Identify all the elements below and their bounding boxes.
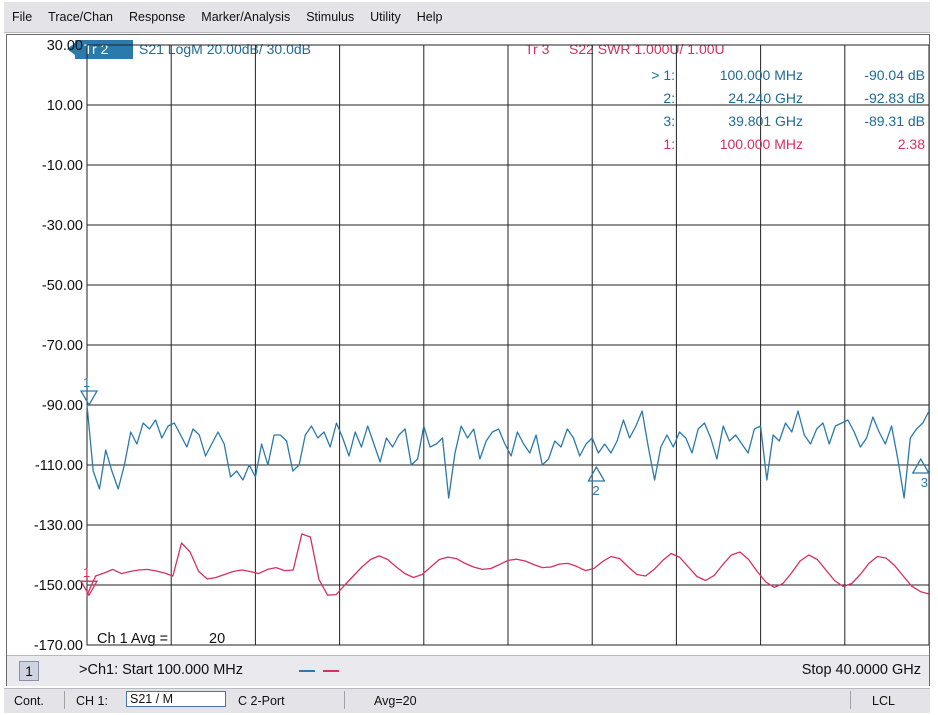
y-tick-label: -150.00 (34, 578, 83, 594)
marker-value: -89.31 dB (864, 113, 925, 129)
trace2-ref-arrow-icon (67, 43, 75, 55)
menu-file[interactable]: File (12, 10, 33, 24)
status-channel[interactable]: CH 1: (76, 694, 108, 708)
menu-help[interactable]: Help (416, 10, 443, 24)
status-measurement[interactable]: S21 / M (126, 691, 226, 707)
y-tick-label: -130.00 (34, 518, 83, 534)
marker-label: > 1: (651, 67, 675, 83)
channel-stop-frequency[interactable]: Stop 40.0000 GHz (801, 662, 921, 678)
marker-label: 3: (663, 113, 675, 129)
marker-label: 1: (663, 136, 675, 152)
trace-s22-line[interactable] (86, 533, 929, 596)
avg-label: Ch 1 Avg = (97, 631, 168, 647)
marker-3-s21-icon[interactable] (911, 457, 929, 474)
menu-marker-analysis[interactable]: Marker/Analysis (201, 10, 291, 24)
marker-1-s21-icon[interactable] (79, 390, 99, 407)
channel-start-frequency[interactable]: >Ch1: Start 100.000 MHz (79, 662, 244, 678)
marker-2-s21-icon[interactable] (587, 465, 606, 482)
marker-value: -90.04 dB (864, 67, 925, 83)
marker-1-s22-icon[interactable] (79, 580, 99, 597)
marker-stimulus[interactable]: 39.801 GHz (728, 113, 803, 129)
trace-plot[interactable]: Tr 2 S21 LogM 20.00dB/ 30.0dB Tr 3 S22 S… (7, 35, 929, 655)
marker-stimulus[interactable]: 100.000 MHz (720, 136, 803, 152)
plot-window: Tr 2 S21 LogM 20.00dB/ 30.0dB Tr 3 S22 S… (6, 34, 930, 686)
trace3-id-label[interactable]: Tr 3 (525, 41, 550, 57)
marker-value: -92.83 dB (864, 90, 925, 106)
menu-response[interactable]: Response (129, 10, 186, 24)
marker-tag-number: 3 (921, 475, 928, 490)
trace2-id-label[interactable]: Tr 2 (84, 41, 109, 57)
status-sweep-mode[interactable]: Cont. (14, 694, 44, 708)
y-axis-labels: 30.00 10.00 -10.00 -30.00 -50.00 -70.00 -90.00… (34, 38, 83, 654)
marker-tag-number: 1 (83, 375, 90, 390)
y-tick-label: 30.00 (47, 38, 83, 54)
marker-label: 2: (663, 90, 675, 106)
trace2-description[interactable]: S21 LogM 20.00dB/ 30.0dB (139, 41, 311, 57)
y-tick-label: -70.00 (42, 338, 83, 354)
marker-tag-number: 2 (592, 483, 599, 498)
marker-value: 2.38 (898, 136, 925, 152)
status-remote: LCL (872, 694, 895, 708)
y-tick-label: -50.00 (42, 278, 83, 294)
y-tick-label: 10.00 (47, 98, 83, 114)
status-divider (64, 691, 65, 709)
y-tick-label: -30.00 (42, 218, 83, 234)
status-bar: Cont. CH 1: S21 / M C 2-Port Avg=20 LCL (4, 688, 930, 713)
channel-number[interactable]: 1 (19, 661, 39, 681)
y-tick-label: -110.00 (35, 458, 83, 474)
marker-tags: 1 2 3 1 (79, 375, 929, 597)
trace2-legend-line (299, 670, 315, 672)
status-calibration[interactable]: C 2-Port (238, 694, 285, 708)
status-divider (344, 691, 345, 709)
trace-s21-line[interactable] (86, 404, 929, 499)
menu-bar: File Trace/Chan Response Marker/Analysis… (4, 2, 930, 33)
marker-table: > 1: 100.000 MHz -90.04 dB 2: 24.240 GHz… (651, 67, 925, 152)
y-tick-label: -10.00 (42, 158, 83, 174)
marker-stimulus[interactable]: 24.240 GHz (728, 90, 803, 106)
status-averaging[interactable]: Avg=20 (374, 694, 417, 708)
menu-stimulus[interactable]: Stimulus (306, 10, 355, 24)
status-divider (850, 691, 851, 709)
avg-value: 20 (209, 631, 225, 647)
y-tick-label: -90.00 (42, 398, 83, 414)
trace3-legend-line (323, 670, 339, 672)
channel-info-bar: 1 >Ch1: Start 100.000 MHz Stop 40.0000 G… (7, 655, 929, 686)
graticule (86, 44, 929, 646)
y-tick-label: -170.00 (34, 638, 83, 654)
menu-utility[interactable]: Utility (370, 10, 401, 24)
menu-trace-chan[interactable]: Trace/Chan (48, 10, 113, 24)
marker-stimulus[interactable]: 100.000 MHz (720, 67, 803, 83)
marker-tag-number: 1 (83, 565, 90, 580)
traces (86, 404, 929, 596)
